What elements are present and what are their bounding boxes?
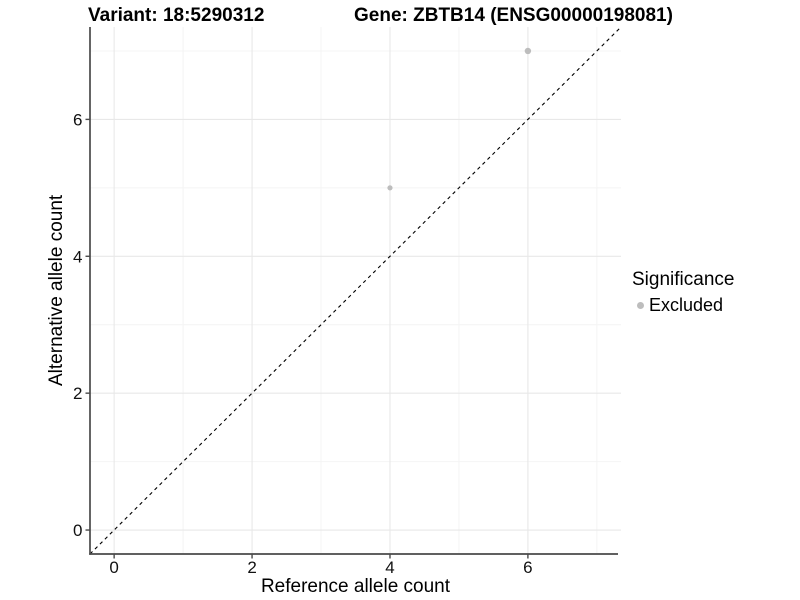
x-tick-label: 0 [109, 558, 118, 577]
x-tick-label: 2 [247, 558, 256, 577]
legend-title: Significance [632, 269, 735, 290]
y-tick-label: 0 [73, 521, 82, 540]
data-point [387, 185, 393, 191]
x-tick-label: 4 [385, 558, 394, 577]
y-tick-label: 6 [73, 110, 82, 129]
gene-title: Gene: ZBTB14 (ENSG00000198081) [354, 5, 673, 26]
y-tick-label: 4 [73, 247, 82, 266]
y-axis-title: Alternative allele count [46, 194, 67, 387]
legend-entry-label: Excluded [649, 295, 724, 315]
variant-title: Variant: 18:5290312 [88, 5, 265, 26]
legend-entry-excluded: Excluded [637, 294, 734, 316]
y-tick-label: 2 [73, 384, 82, 403]
excluded-point-icon [637, 301, 644, 309]
x-axis-title: Reference allele count [260, 576, 451, 597]
legend: Significance Excluded [632, 268, 734, 316]
identity-line [89, 26, 622, 555]
data-point [524, 47, 532, 55]
x-tick-label: 6 [523, 558, 532, 577]
